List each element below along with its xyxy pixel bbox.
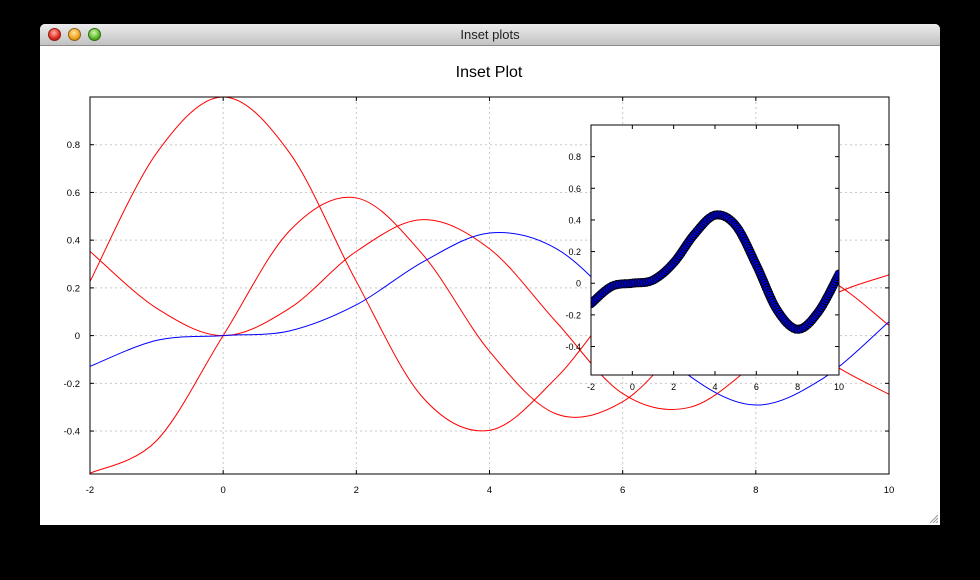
- x-tick-label: 0: [221, 485, 226, 496]
- x-tick-label: 2: [671, 382, 676, 392]
- x-tick-label: 10: [884, 485, 895, 496]
- x-tick-label: 6: [620, 485, 625, 496]
- x-tick-label: -2: [86, 485, 94, 496]
- y-tick-label: 0.6: [67, 188, 80, 199]
- x-tick-label: 4: [712, 382, 717, 392]
- x-tick-label: 10: [834, 382, 844, 392]
- title-bar[interactable]: Inset plots: [40, 24, 940, 46]
- y-tick-label: 0: [576, 279, 581, 289]
- resize-grip-icon[interactable]: [928, 513, 938, 523]
- y-tick-label: -0.4: [64, 427, 80, 438]
- y-tick-label: 0.2: [568, 247, 581, 257]
- x-tick-label: 2: [354, 485, 359, 496]
- inset-chart: -2 0 2 4 6 8 10 -0.4 -0.2 0 0.2 0.4 0.6 0.8: [565, 124, 844, 392]
- plot-area: Inset Plot -2 0 2 4 6 8 10 -0.4 -0.2 0 0.2 0.4 0.6 0.…: [40, 46, 940, 525]
- inset-chart-background: [591, 125, 839, 375]
- y-tick-label: 0.6: [568, 184, 581, 194]
- y-tick-label: -0.2: [64, 379, 80, 390]
- window-title: Inset plots: [460, 27, 520, 42]
- y-tick-label: 0.2: [67, 283, 80, 294]
- y-tick-label: -0.4: [565, 342, 581, 352]
- y-tick-label: 0.4: [67, 236, 80, 247]
- plot-svg: Inset Plot -2 0 2 4 6 8 10 -0.4 -0.2 0 0.2 0.4 0.6 0.…: [64, 64, 895, 496]
- close-window-button[interactable]: [48, 28, 61, 41]
- y-tick-label: -0.2: [565, 310, 581, 320]
- main-chart-series-3: [90, 232, 889, 406]
- y-tick-label: 0: [75, 331, 80, 342]
- x-tick-label: 8: [795, 382, 800, 392]
- x-tick-label: 4: [487, 485, 492, 496]
- app-window: Inset plots Inset Plot -2 0 2 4 6 8 10 -0.4 -0.2…: [40, 24, 940, 525]
- y-tick-label: 0.8: [568, 152, 581, 162]
- x-tick-label: -2: [587, 382, 595, 392]
- x-tick-label: 0: [630, 382, 635, 392]
- y-tick-label: 0.8: [67, 140, 80, 151]
- x-tick-label: 6: [754, 382, 759, 392]
- x-tick-label: 8: [753, 485, 758, 496]
- main-chart-title: Inset Plot: [456, 64, 523, 81]
- zoom-window-button[interactable]: [88, 28, 101, 41]
- y-tick-label: 0.4: [568, 215, 581, 225]
- minimize-window-button[interactable]: [68, 28, 81, 41]
